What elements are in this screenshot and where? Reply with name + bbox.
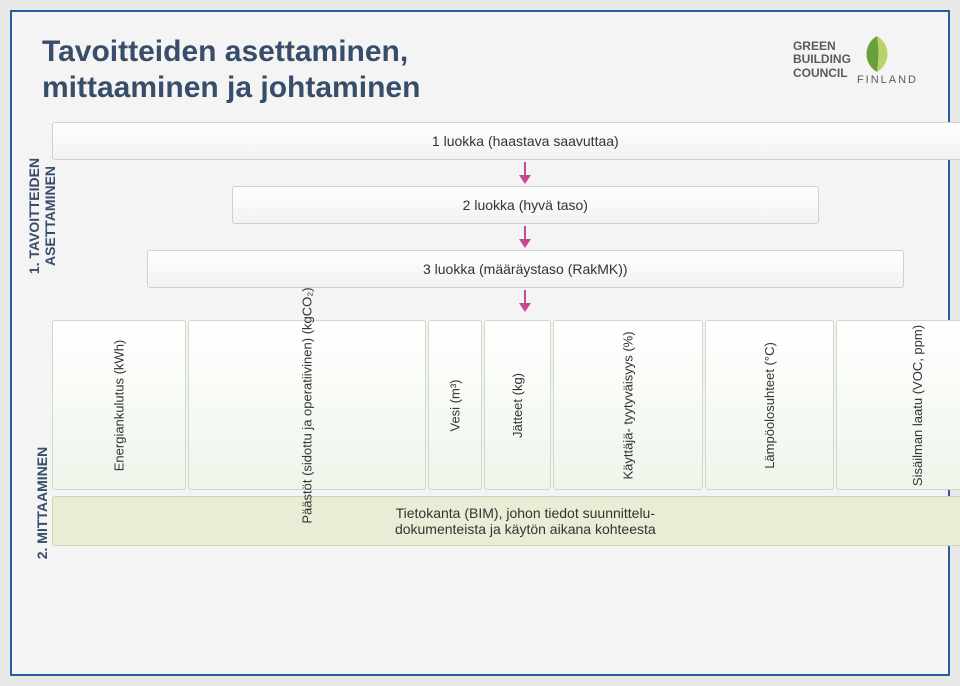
metric-box: Jätteet (kg) xyxy=(484,320,551,490)
left-axis-top: 1. TAVOITTEIDEN ASETTAMINEN xyxy=(26,158,58,274)
page-frame: Tavoitteiden asettaminen, mittaaminen ja… xyxy=(10,10,950,676)
center-column: 1 luokka (haastava saavuttaa) 2 luokka (… xyxy=(42,122,960,644)
header: Tavoitteiden asettaminen, mittaaminen ja… xyxy=(42,34,918,106)
content: 1. TAVOITTEIDEN ASETTAMINEN 2. MITTAAMIN… xyxy=(42,122,918,644)
metric-box: Päästöt (sidottu ja operatiivinen) (kgCO… xyxy=(188,320,426,490)
page-title: Tavoitteiden asettaminen, mittaaminen ja… xyxy=(42,34,420,106)
bim-line-1: Tietokanta (BIM), johon tiedot suunnitte… xyxy=(396,505,655,521)
logo-line-1: GREEN xyxy=(793,39,836,53)
metrics-row: Energiankulutus (kWh) Päästöt (sidottu j… xyxy=(52,320,960,490)
metric-label: Päästöt (sidottu ja operatiivinen) (kgCO… xyxy=(299,287,314,523)
metric-label: Vesi (m³) xyxy=(447,379,462,431)
metric-label: Käyttäjä- tyytyväisyys (%) xyxy=(620,331,635,479)
metric-box: Sisäilman laatu (VOC, ppm) xyxy=(836,320,960,490)
title-line-2: mittaaminen ja johtaminen xyxy=(42,71,420,104)
logo-text: GREEN BUILDING COUNCIL xyxy=(793,40,851,80)
bim-box: Tietokanta (BIM), johon tiedot suunnitte… xyxy=(52,496,960,546)
arrow-down-icon xyxy=(52,226,960,248)
metric-label: Jätteet (kg) xyxy=(510,372,525,437)
class-2-box: 2 luokka (hyvä taso) xyxy=(232,186,819,224)
left-axis-top-line1: 1. TAVOITTEIDEN xyxy=(26,158,42,274)
class-3-box: 3 luokka (määräystaso (RakMK)) xyxy=(147,250,904,288)
metric-box: Lämpöolosuhteet (°C) xyxy=(705,320,834,490)
metric-label: Lämpöolosuhteet (°C) xyxy=(762,342,777,469)
metric-box: Energiankulutus (kWh) xyxy=(52,320,186,490)
class-1-box: 1 luokka (haastava saavuttaa) xyxy=(52,122,960,160)
left-axis-top-line2: ASETTAMINEN xyxy=(42,166,58,266)
metric-label: Sisäilman laatu (VOC, ppm) xyxy=(910,324,925,485)
metric-box: Käyttäjä- tyytyväisyys (%) xyxy=(553,320,703,490)
arrow-down-icon xyxy=(52,162,960,184)
arrow-down-icon xyxy=(52,290,960,312)
left-axis-bottom: 2. MITTAAMINEN xyxy=(34,447,50,560)
metric-box: Vesi (m³) xyxy=(428,320,482,490)
logo: GREEN BUILDING COUNCIL FINLAND xyxy=(793,34,918,86)
logo-line-3: COUNCIL xyxy=(793,66,848,80)
logo-country: FINLAND xyxy=(857,74,918,86)
logo-leaf-group: FINLAND xyxy=(857,34,918,86)
bim-line-2: dokumenteista ja käytön aikana kohteesta xyxy=(395,521,656,537)
title-line-1: Tavoitteiden asettaminen, xyxy=(42,35,408,68)
leaf-icon xyxy=(857,34,897,74)
logo-line-2: BUILDING xyxy=(793,52,851,66)
metric-label: Energiankulutus (kWh) xyxy=(111,339,126,471)
